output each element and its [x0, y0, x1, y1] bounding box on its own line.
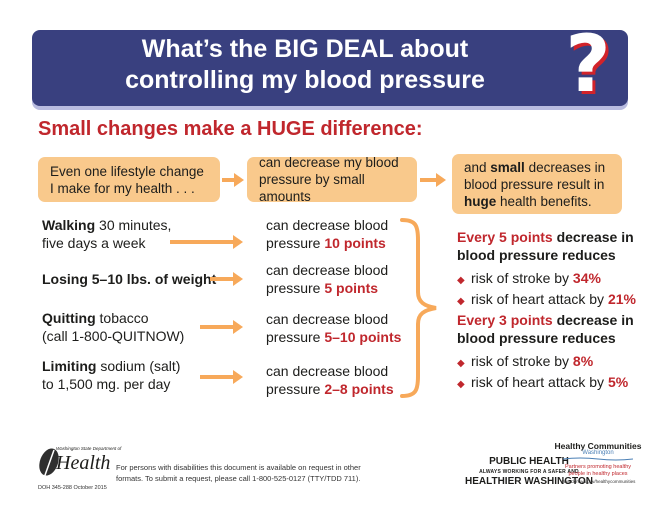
lifestyle-change-text: Even one lifestyle change I make for my …: [50, 163, 204, 196]
decrease-box: can decrease my blood pressure by small …: [247, 155, 417, 204]
title-bold: BIG DEAL: [274, 35, 394, 63]
benefits-box-text: and small decreases in blood pressure re…: [464, 159, 606, 209]
row-walking: Walking 30 minutes, five days a week: [42, 217, 172, 251]
public-health-logo: PUBLIC HEALTH ALWAYS WORKING FOR A SAFER…: [465, 456, 593, 487]
title-part1: What’s the: [141, 35, 275, 63]
row-arrow-icon: [233, 235, 243, 249]
decrease-text: can decrease my blood pressure by small …: [259, 155, 399, 204]
doh-code: DOH 345-288 October 2015: [38, 485, 107, 491]
benefits-box: and small decreases in blood pressure re…: [452, 154, 622, 214]
row-limiting-sodium: Limiting sodium (salt) to 1,500 mg. per d…: [42, 358, 181, 392]
curly-brace-icon: [400, 218, 437, 398]
row-losing-weight-effect: can decrease blood pressure 5 points: [266, 262, 389, 296]
row-arrow-icon: [233, 272, 243, 286]
wa-dept-label: Washington State Department of: [56, 446, 122, 451]
row-losing-weight: Losing 5–10 lbs. of weight: [42, 271, 217, 287]
arrow-2-icon: [436, 173, 446, 187]
diamond-bullet-icon: ◆: [457, 358, 465, 369]
diamond-bullet-icon: ◆: [457, 275, 465, 286]
question-mark-icon: ?: [565, 20, 611, 110]
health-wordmark: Health: [56, 452, 111, 474]
accessibility-notice: For persons with disabilities this docum…: [116, 463, 361, 483]
benefit-item: ◆ risk of heart attack by 21%: [457, 290, 636, 311]
arrow-1-icon: [234, 173, 244, 187]
title-part2: about: [393, 35, 469, 63]
healthy-communities-logo: Healthy Communities Washington Partners …: [554, 441, 642, 484]
benefit-group-3-points: Every 3 points decrease in blood pressure…: [457, 311, 634, 394]
title-line2: controlling my blood pressure: [125, 66, 485, 94]
header-banner: [32, 30, 628, 106]
benefit-heading: Every 3 points decrease in blood pressure…: [457, 312, 634, 346]
benefit-item: ◆ risk of stroke by 34%: [457, 269, 636, 290]
row-arrow-line: [200, 325, 236, 329]
row-sodium-effect: can decrease blood pressure 2–8 points: [266, 363, 394, 397]
row-arrow-icon: [233, 370, 243, 384]
lifestyle-change-box: Even one lifestyle change I make for my …: [38, 157, 220, 202]
diamond-bullet-icon: ◆: [457, 379, 465, 390]
diamond-bullet-icon: ◆: [457, 296, 465, 307]
page-title: What’s the BIG DEAL about controlling my…: [40, 34, 570, 96]
wave-line-icon: [562, 457, 634, 461]
row-arrow-line: [210, 277, 236, 281]
subtitle: Small changes make a HUGE difference:: [38, 118, 423, 140]
row-arrow-line: [170, 240, 236, 244]
leaf-logo-icon: [39, 448, 59, 479]
benefit-item: ◆ risk of stroke by 8%: [457, 352, 634, 373]
arrow-1-line: [222, 178, 236, 182]
row-quitting-tobacco: Quitting tobacco (call 1-800-QUITNOW): [42, 310, 185, 344]
benefit-group-5-points: Every 5 points decrease in blood pressure…: [457, 228, 636, 311]
arrow-2-line: [420, 178, 438, 182]
benefit-item: ◆ risk of heart attack by 5%: [457, 373, 634, 394]
row-walking-effect: can decrease blood pressure 10 points: [266, 217, 389, 251]
benefit-heading: Every 5 points decrease in blood pressure…: [457, 229, 634, 263]
row-arrow-line: [200, 375, 236, 379]
row-quitting-effect: can decrease blood pressure 5–10 points: [266, 311, 402, 345]
row-arrow-icon: [233, 320, 243, 334]
